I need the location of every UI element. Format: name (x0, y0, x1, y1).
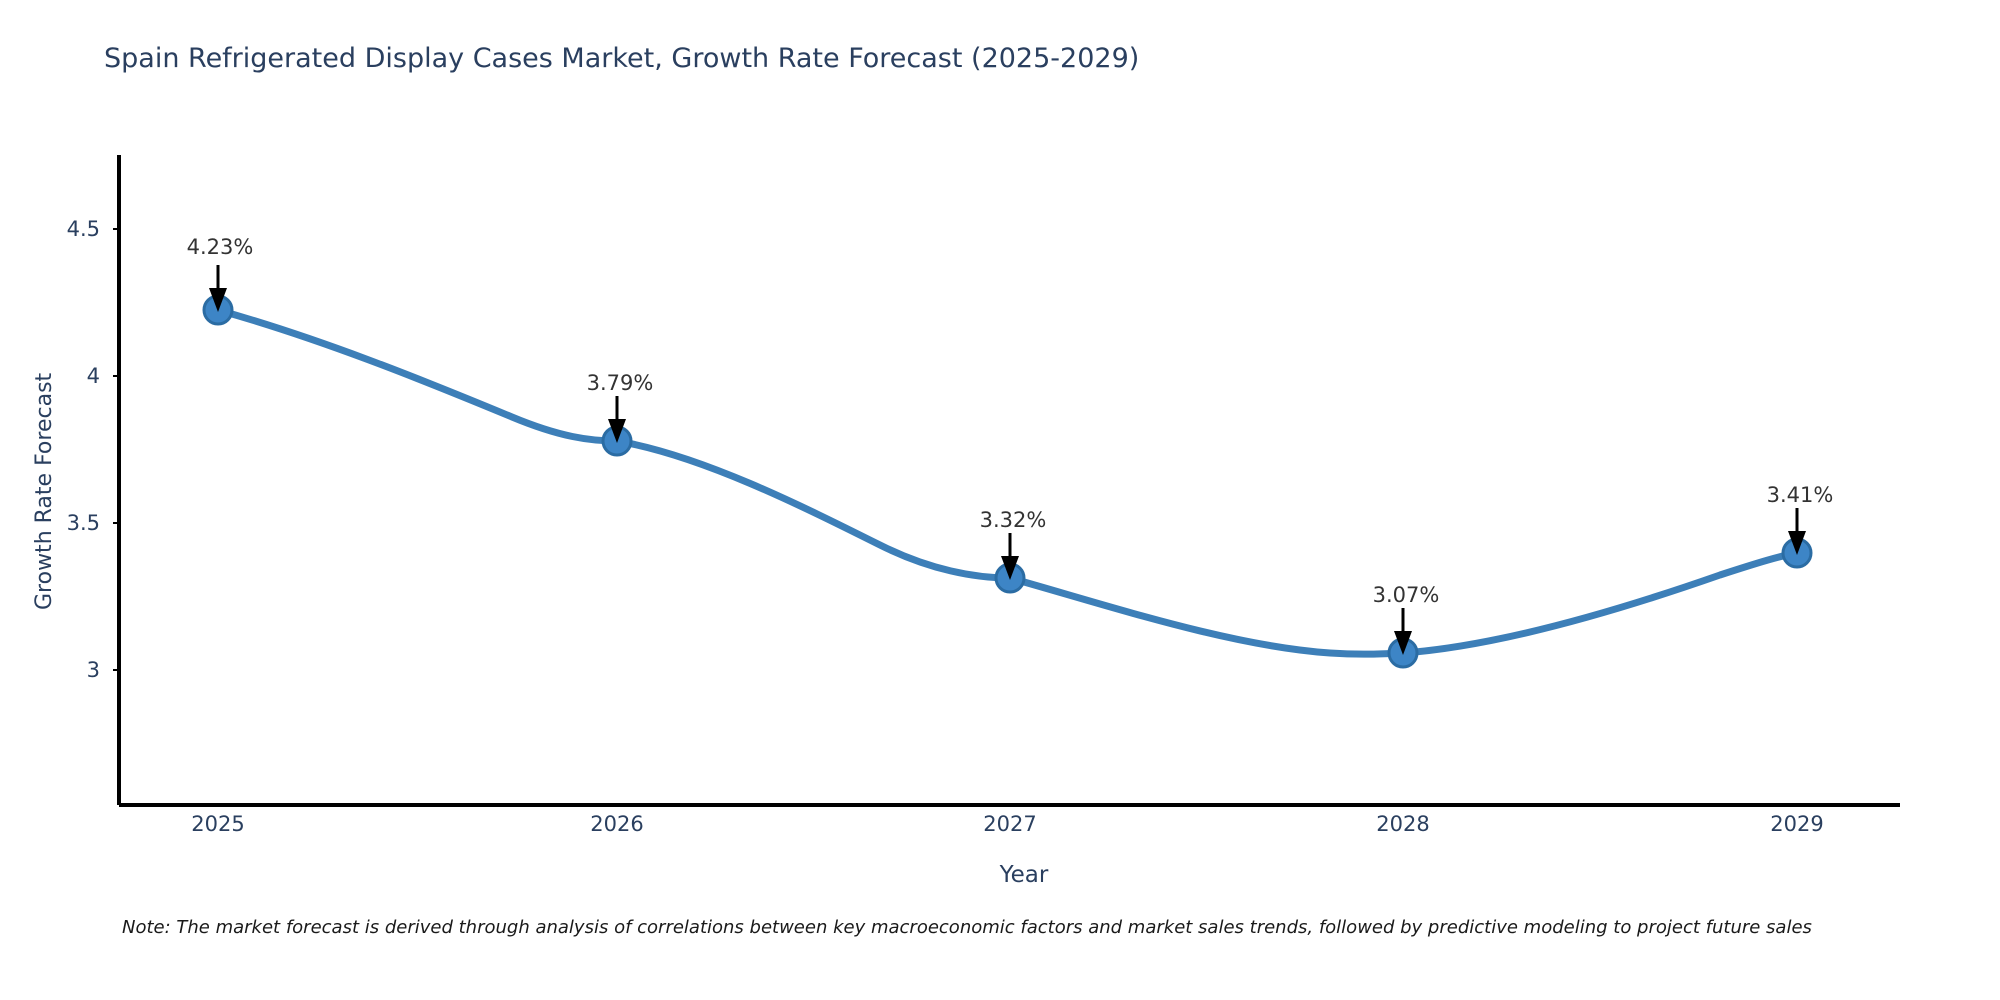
x-tick-label: 2025 (191, 812, 245, 836)
annotation-arrow-icon (1001, 533, 1019, 580)
y-tick-label: 4.5 (66, 217, 100, 241)
x-tick-label: 2027 (983, 812, 1037, 836)
annotation-arrow-icon (608, 396, 626, 443)
y-tick-label: 3.5 (66, 511, 100, 535)
annotation-arrow-icon (209, 265, 227, 312)
annotation-arrow-icon (1788, 508, 1806, 555)
x-tick-label: 2026 (590, 812, 644, 836)
annotation-arrow-icon (1394, 608, 1412, 655)
y-axis-title: Growth Rate Forecast (32, 372, 57, 610)
x-axis-title: Year (999, 862, 1049, 888)
data-point-label: 3.79% (586, 371, 654, 395)
y-tick-label: 3 (86, 658, 100, 682)
data-point-label: 4.23% (186, 235, 254, 259)
x-tick-label: 2029 (1770, 812, 1824, 836)
data-point-label: 3.41% (1766, 483, 1834, 507)
page-title: Spain Refrigerated Display Cases Market,… (104, 43, 1140, 74)
y-tick-label: 4 (86, 364, 100, 388)
data-point-label: 3.07% (1372, 583, 1440, 607)
footnote-text: Note: The market forecast is derived thr… (122, 917, 1812, 938)
data-series-line (214, 306, 1801, 658)
x-tick-label: 2028 (1376, 812, 1430, 836)
data-point-label: 3.32% (979, 508, 1047, 532)
